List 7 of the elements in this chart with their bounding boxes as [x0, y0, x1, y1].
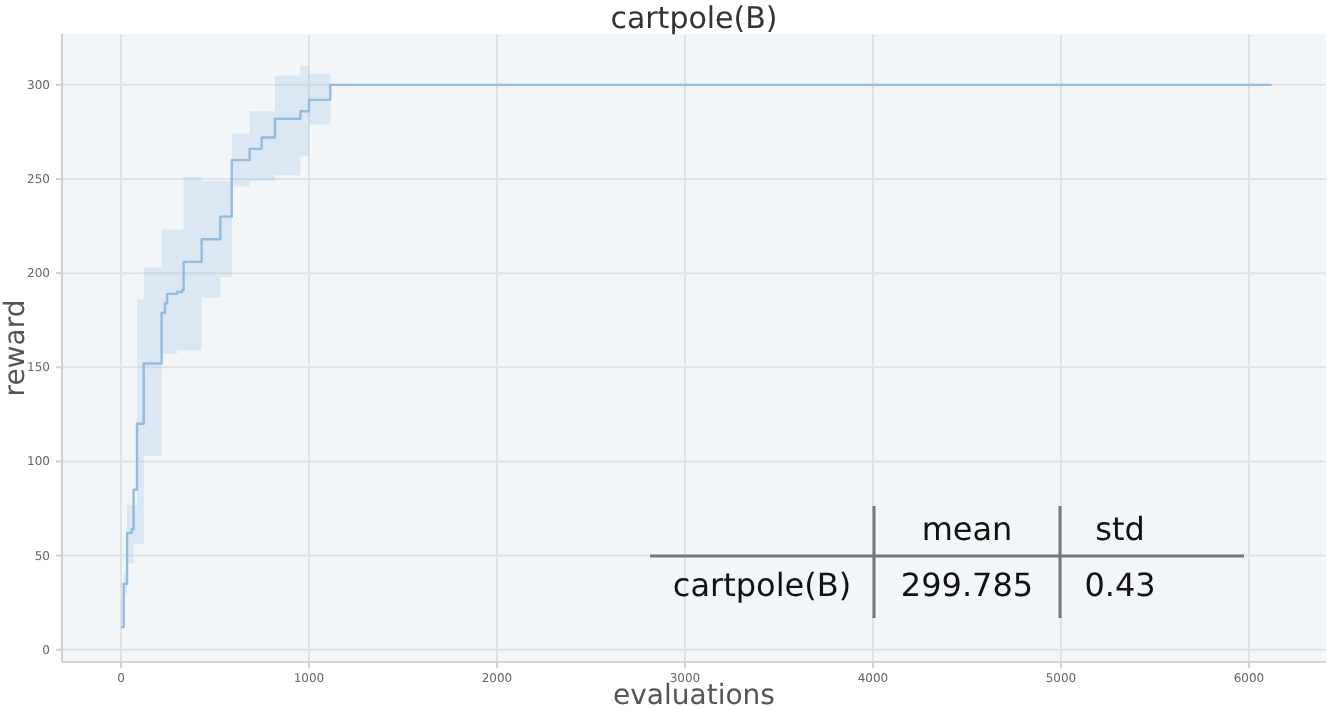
annotation: cartpole(B)	[672, 566, 852, 604]
annotation: 0.43	[1084, 566, 1156, 604]
annotation: std	[1095, 510, 1145, 548]
chart-title: cartpole(B)	[610, 0, 778, 36]
annotation: 299.785	[900, 566, 1034, 604]
x-axis-title: evaluations	[613, 680, 775, 710]
annotation: mean	[921, 510, 1013, 548]
